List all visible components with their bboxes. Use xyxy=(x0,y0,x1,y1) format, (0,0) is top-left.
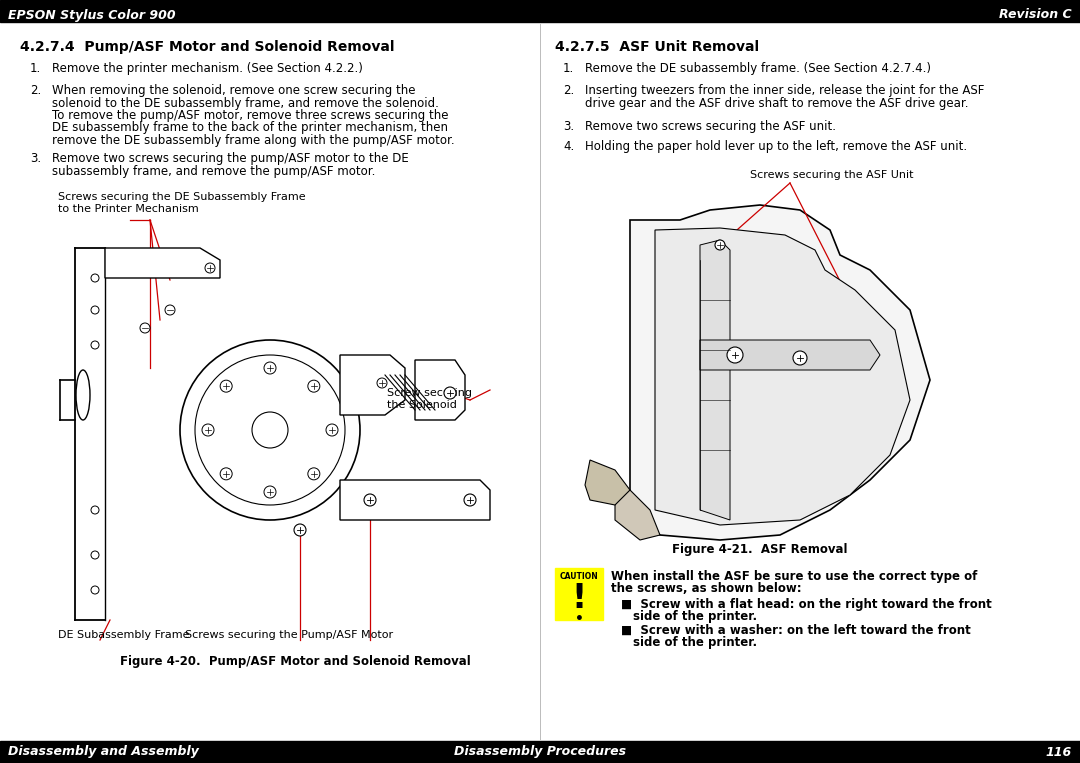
Circle shape xyxy=(205,263,215,273)
Text: 4.2.7.5  ASF Unit Removal: 4.2.7.5 ASF Unit Removal xyxy=(555,40,759,54)
Text: Inserting tweezers from the inner side, release the joint for the ASF: Inserting tweezers from the inner side, … xyxy=(585,84,984,97)
Circle shape xyxy=(91,551,99,559)
Text: remove the DE subassembly frame along with the pump/ASF motor.: remove the DE subassembly frame along wi… xyxy=(52,134,455,147)
Text: Screws securing the Pump/ASF Motor: Screws securing the Pump/ASF Motor xyxy=(185,630,393,640)
Text: to the Printer Mechanism: to the Printer Mechanism xyxy=(58,204,199,214)
Circle shape xyxy=(308,468,320,480)
Text: When removing the solenoid, remove one screw securing the: When removing the solenoid, remove one s… xyxy=(52,84,416,97)
Bar xyxy=(555,568,603,620)
Circle shape xyxy=(195,355,345,505)
Text: Revision C: Revision C xyxy=(999,8,1072,21)
Circle shape xyxy=(264,362,276,374)
Circle shape xyxy=(727,347,743,363)
Circle shape xyxy=(202,424,214,436)
Circle shape xyxy=(91,306,99,314)
Polygon shape xyxy=(415,360,465,420)
Polygon shape xyxy=(654,228,910,525)
Bar xyxy=(0,741,1080,763)
Text: Figure 4-21.  ASF Removal: Figure 4-21. ASF Removal xyxy=(672,543,848,556)
Polygon shape xyxy=(630,205,930,540)
Circle shape xyxy=(91,274,99,282)
Text: Screws securing the DE Subassembly Frame: Screws securing the DE Subassembly Frame xyxy=(58,192,306,202)
Text: 116: 116 xyxy=(1045,745,1072,758)
Text: To remove the pump/ASF motor, remove three screws securing the: To remove the pump/ASF motor, remove thr… xyxy=(52,109,448,122)
Text: Screw securing: Screw securing xyxy=(387,388,472,398)
Text: DE subassembly frame to the back of the printer mechanism, then: DE subassembly frame to the back of the … xyxy=(52,121,448,134)
Circle shape xyxy=(220,380,232,392)
Circle shape xyxy=(140,323,150,333)
Polygon shape xyxy=(700,340,880,370)
Circle shape xyxy=(180,340,360,520)
Polygon shape xyxy=(585,460,630,505)
Ellipse shape xyxy=(76,370,90,420)
Polygon shape xyxy=(615,490,660,540)
Text: DE Subassembly Frame: DE Subassembly Frame xyxy=(58,630,189,640)
Circle shape xyxy=(165,305,175,315)
Text: ■  Screw with a washer: on the left toward the front: ■ Screw with a washer: on the left towar… xyxy=(621,624,971,637)
Bar xyxy=(555,568,603,620)
Text: !: ! xyxy=(571,582,586,615)
Text: subassembly frame, and remove the pump/ASF motor.: subassembly frame, and remove the pump/A… xyxy=(52,165,376,178)
Text: Figure 4-20.  Pump/ASF Motor and Solenoid Removal: Figure 4-20. Pump/ASF Motor and Solenoid… xyxy=(120,655,471,668)
Circle shape xyxy=(308,380,320,392)
Text: solenoid to the DE subassembly frame, and remove the solenoid.: solenoid to the DE subassembly frame, an… xyxy=(52,96,438,110)
Text: 2.: 2. xyxy=(563,84,575,97)
Circle shape xyxy=(91,341,99,349)
Text: Disassembly and Assembly: Disassembly and Assembly xyxy=(8,745,199,758)
Text: ■  Screw with a flat head: on the right toward the front: ■ Screw with a flat head: on the right t… xyxy=(621,598,991,611)
Circle shape xyxy=(91,506,99,514)
Circle shape xyxy=(91,586,99,594)
Text: CAUTION: CAUTION xyxy=(559,572,598,581)
Text: Remove the DE subassembly frame. (See Section 4.2.7.4.): Remove the DE subassembly frame. (See Se… xyxy=(585,62,931,75)
Circle shape xyxy=(464,494,476,506)
Polygon shape xyxy=(340,355,405,415)
Circle shape xyxy=(715,240,725,250)
Text: •: • xyxy=(575,612,583,626)
Bar xyxy=(0,0,1080,22)
Text: EPSON Stylus Color 900: EPSON Stylus Color 900 xyxy=(8,8,176,21)
Text: the Solenoid: the Solenoid xyxy=(387,400,457,410)
Polygon shape xyxy=(340,480,490,520)
Text: 4.: 4. xyxy=(563,140,575,153)
Text: 2.: 2. xyxy=(30,84,41,97)
Polygon shape xyxy=(105,248,220,278)
Circle shape xyxy=(444,387,456,399)
Text: 3.: 3. xyxy=(30,152,41,165)
Text: Holding the paper hold lever up to the left, remove the ASF unit.: Holding the paper hold lever up to the l… xyxy=(585,140,967,153)
Polygon shape xyxy=(700,240,730,520)
Circle shape xyxy=(326,424,338,436)
Text: the screws, as shown below:: the screws, as shown below: xyxy=(611,582,801,595)
Text: drive gear and the ASF drive shaft to remove the ASF drive gear.: drive gear and the ASF drive shaft to re… xyxy=(585,96,969,110)
Circle shape xyxy=(364,494,376,506)
Text: 4.2.7.4  Pump/ASF Motor and Solenoid Removal: 4.2.7.4 Pump/ASF Motor and Solenoid Remo… xyxy=(21,40,394,54)
Text: Remove two screws securing the ASF unit.: Remove two screws securing the ASF unit. xyxy=(585,120,836,133)
Circle shape xyxy=(252,412,288,448)
Text: 1.: 1. xyxy=(563,62,575,75)
Circle shape xyxy=(377,378,387,388)
Text: When install the ASF be sure to use the correct type of: When install the ASF be sure to use the … xyxy=(611,570,977,583)
Text: 3.: 3. xyxy=(563,120,575,133)
Text: side of the printer.: side of the printer. xyxy=(633,636,757,649)
Circle shape xyxy=(793,351,807,365)
Text: Disassembly Procedures: Disassembly Procedures xyxy=(454,745,626,758)
Circle shape xyxy=(294,524,306,536)
Circle shape xyxy=(264,486,276,498)
Text: Remove the printer mechanism. (See Section 4.2.2.): Remove the printer mechanism. (See Secti… xyxy=(52,62,363,75)
Text: side of the printer.: side of the printer. xyxy=(633,610,757,623)
Circle shape xyxy=(220,468,232,480)
Text: Screws securing the ASF Unit: Screws securing the ASF Unit xyxy=(750,170,914,180)
Text: Remove two screws securing the pump/ASF motor to the DE: Remove two screws securing the pump/ASF … xyxy=(52,152,408,165)
Text: 1.: 1. xyxy=(30,62,41,75)
